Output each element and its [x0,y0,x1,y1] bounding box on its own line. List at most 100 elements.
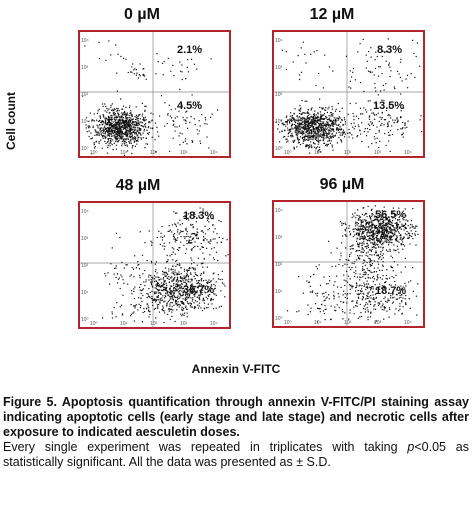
event-dot [400,237,402,239]
event-dot [417,283,419,285]
event-dot [186,243,188,245]
event-dot [166,302,168,304]
event-dot [291,124,293,126]
event-dot [295,129,297,132]
event-dot [312,119,314,121]
event-dot [169,293,171,295]
event-dot [402,243,404,246]
event-dot [108,128,110,131]
event-dot [339,126,341,128]
event-dot [167,308,170,310]
event-dot [366,245,368,247]
event-dot [146,293,148,295]
event-dot [374,321,376,323]
axis-tick-label: 10³ [374,150,382,156]
event-dot [401,300,403,302]
event-dot [317,129,319,131]
event-dot [381,225,383,227]
event-dot [357,219,359,221]
event-dot [371,209,373,211]
event-dot [184,140,186,142]
event-dot [120,138,122,140]
event-dot [377,231,379,233]
event-dot [204,117,206,119]
event-dot [354,225,357,227]
event-dot [404,222,407,224]
event-dot [378,231,381,233]
event-dot [300,47,302,49]
event-dot [197,232,199,234]
event-dot [174,117,176,119]
event-dot [299,116,301,118]
event-dot [295,127,297,129]
event-dot [327,118,330,120]
event-dot [301,121,303,124]
axis-tick-label: 10¹ [314,320,322,326]
event-dot [192,297,194,299]
event-dot [381,210,383,212]
event-dot [306,112,308,114]
event-dot [335,265,337,267]
event-dot [190,292,192,294]
event-dot [163,322,165,324]
event-dot [190,272,192,274]
event-dot [305,119,308,121]
event-dot [306,130,308,132]
event-dot [375,308,377,310]
event-dot [309,135,311,137]
event-dot [299,110,301,112]
event-dot [161,62,164,64]
event-dot [285,121,287,123]
event-dot [155,298,157,300]
scatter-plot-96um: 10⁴ 10³ 10² 10¹ 10⁰ 10⁰ 10¹ 10² 10³ 10⁴ 56.5% 18.… [272,200,425,328]
event-dot [171,305,173,308]
event-dot [108,131,110,133]
event-dot [382,222,384,224]
event-dot [164,271,166,273]
event-dot [188,296,190,298]
event-dot [298,275,300,278]
event-dot [122,314,124,316]
event-dot [185,236,187,238]
event-dot [117,282,119,284]
event-dot [391,224,394,226]
event-dot [362,221,364,223]
event-dot [131,147,133,149]
event-dot [392,225,394,227]
event-dot [307,139,309,141]
event-dot [173,123,175,125]
event-dot [331,129,334,131]
event-dot [395,231,397,233]
event-dot [377,274,379,276]
event-dot [128,124,130,126]
event-dot [284,124,286,126]
event-dot [138,74,140,76]
event-dot [386,231,388,233]
event-dot [317,127,319,129]
event-dot [207,282,209,284]
event-dot [318,308,320,310]
event-dot [214,285,216,287]
event-dot [195,273,197,276]
event-dot [359,217,361,219]
event-dot [160,278,162,280]
event-dot [156,53,158,55]
event-dot [108,116,110,119]
event-dot [196,228,198,230]
event-dot [380,246,382,248]
event-dot [108,40,110,42]
event-dot [286,123,289,125]
event-dot [388,222,390,224]
event-dot [352,248,354,250]
event-dot [301,113,303,115]
event-dot [381,305,383,307]
event-dot [119,122,121,125]
event-dot [213,272,215,274]
event-dot [365,224,367,226]
event-dot [417,233,419,235]
event-dot [364,229,366,231]
event-dot [328,106,330,108]
event-dot [124,138,126,140]
event-dot [95,140,97,142]
event-dot [148,274,150,276]
